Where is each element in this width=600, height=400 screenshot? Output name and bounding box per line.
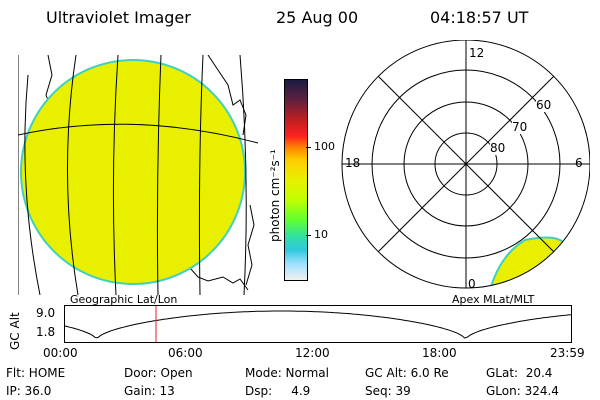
altitude-xtick-0000: 00:00 (43, 346, 78, 360)
info-gcalt: GC Alt: 6.0 Re (365, 366, 449, 380)
mlat-label-70: 70 (512, 120, 528, 134)
meridian-line (67, 55, 79, 295)
info-glat: GLat: 20.4 (486, 366, 553, 380)
info-door: Door: Open (124, 366, 193, 380)
coastline-right (245, 204, 255, 286)
coastline-top-right (207, 55, 247, 136)
polar-plot (341, 40, 590, 289)
colorbar-unit-label: photon cm⁻²s⁻¹ (268, 149, 282, 242)
meridian-line (198, 55, 204, 295)
mlt-label-6: 6 (575, 156, 583, 170)
altitude-xtick-1200: 12:00 (295, 346, 330, 360)
mlt-label-18: 18 (345, 156, 361, 170)
altitude-ytick-max: 9.0 (36, 306, 56, 320)
mlt-label-0: 0 (468, 277, 476, 291)
meridian-line (112, 55, 119, 295)
altitude-plot-frame (64, 305, 572, 343)
parallel-line (18, 123, 258, 144)
altitude-curve (64, 310, 572, 339)
earth-image-disk (20, 59, 246, 285)
geographic-image-panel (18, 55, 258, 295)
time-label: 04:18:57 UT (430, 8, 529, 27)
instrument-title: Ultraviolet Imager (46, 8, 191, 27)
altitude-ytick-min: 1.8 (36, 325, 56, 339)
altitude-xtick-0600: 06:00 (168, 346, 203, 360)
info-ip: IP: 36.0 (6, 384, 52, 398)
colorbar-tick-label-100: 100 (314, 140, 335, 153)
colorbar-tick (306, 147, 311, 148)
info-gain: Gain: 13 (124, 384, 175, 398)
meridian-line (239, 55, 247, 295)
polar-panel-label: Apex MLat/MLT (452, 293, 535, 306)
info-glon: GLon: 324.4 (486, 384, 559, 398)
colorbar-tick-label-10: 10 (314, 228, 328, 241)
meridian-line (24, 74, 41, 295)
mlat-label-80: 80 (490, 141, 506, 155)
date-label: 25 Aug 00 (276, 8, 359, 27)
mlt-label-12: 12 (469, 46, 485, 60)
info-flt: Flt: HOME (6, 366, 66, 380)
altitude-xtick-2359: 23:59 (550, 346, 585, 360)
altitude-plot (64, 305, 572, 343)
altitude-ylabel: GC Alt (8, 312, 22, 350)
altitude-xtick-1800: 18:00 (422, 346, 457, 360)
mlat-label-60: 60 (536, 98, 552, 112)
info-seq: Seq: 39 (365, 384, 411, 398)
geographic-panel-label: Geographic Lat/Lon (70, 293, 178, 306)
info-mode: Mode: Normal (245, 366, 329, 380)
colorbar (284, 79, 308, 281)
colorbar-tick (306, 235, 311, 236)
meridian-line (156, 55, 162, 295)
info-dsp: Dsp: 4.9 (245, 384, 311, 398)
